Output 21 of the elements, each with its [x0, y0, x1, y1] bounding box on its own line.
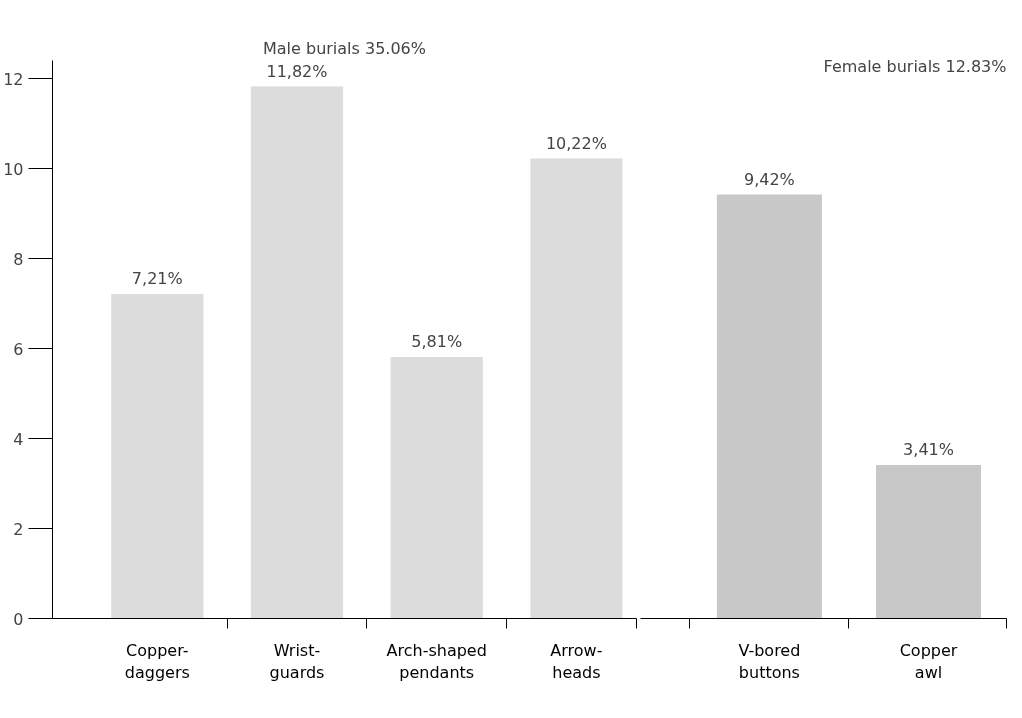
data-label: 3,41% [903, 440, 954, 460]
data-label: 7,21% [131, 269, 183, 289]
x-tick-label: Arrow- heads [550, 640, 603, 683]
y-tick-label: 10 [3, 159, 24, 179]
chart-title: Male burials 35.06% [263, 39, 426, 58]
data-label: 10,22% [545, 133, 607, 153]
y-tick-label: 2 [13, 519, 24, 539]
data-label: 9,42% [743, 169, 795, 189]
y-tick-label: 8 [13, 249, 24, 269]
data-label: 5,81% [411, 332, 463, 352]
data-label: 11,82% [266, 61, 328, 81]
x-tick-label: Copper awl [899, 640, 958, 683]
x-tick-label: Arch-shaped pendants [386, 640, 487, 683]
y-tick-label: 12 [3, 69, 24, 89]
y-tick-label: 6 [13, 339, 24, 359]
chart-title: Female burials 12.83% [823, 57, 1007, 76]
x-tick-label: Wrist- guards [269, 640, 325, 683]
x-tick-label: V-bored buttons [738, 640, 801, 683]
x-tick-label: Copper- daggers [124, 640, 190, 683]
y-tick-label: 4 [13, 429, 24, 449]
y-tick-label: 0 [13, 609, 24, 629]
